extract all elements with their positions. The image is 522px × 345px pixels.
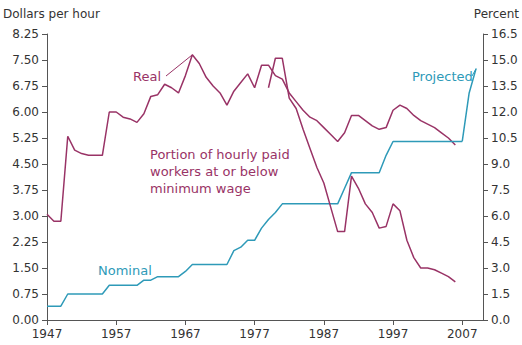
svg-text:7.50: 7.50 [12,53,39,67]
svg-text:Real: Real [133,69,161,84]
svg-text:1.5: 1.5 [491,287,510,301]
svg-text:Percent: Percent [474,7,519,21]
svg-text:1967: 1967 [170,327,201,341]
svg-text:1977: 1977 [239,327,270,341]
svg-text:2007: 2007 [447,327,478,341]
svg-text:2.25: 2.25 [12,235,39,249]
svg-text:0.0: 0.0 [491,313,510,327]
svg-text:5.25: 5.25 [12,131,39,145]
svg-text:3.0: 3.0 [491,261,510,275]
svg-text:0.00: 0.00 [12,313,39,327]
svg-text:16.5: 16.5 [491,27,518,41]
svg-text:Portion of hourly paid: Portion of hourly paid [150,147,294,162]
svg-text:Nominal: Nominal [98,263,152,278]
svg-text:10.5: 10.5 [491,131,518,145]
svg-text:4.50: 4.50 [12,157,39,171]
svg-text:6.0: 6.0 [491,209,510,223]
svg-text:Dollars per hour: Dollars per hour [3,7,100,21]
svg-text:3.00: 3.00 [12,209,39,223]
svg-text:4.5: 4.5 [491,235,510,249]
svg-text:13.5: 13.5 [491,79,518,93]
svg-text:6.75: 6.75 [12,79,39,93]
svg-text:minimum wage: minimum wage [150,181,251,196]
svg-text:workers at or below: workers at or below [150,164,282,179]
svg-text:1997: 1997 [378,327,409,341]
svg-text:Projected: Projected [412,69,473,84]
svg-text:1957: 1957 [101,327,132,341]
svg-text:8.25: 8.25 [12,27,39,41]
svg-text:1987: 1987 [309,327,340,341]
svg-text:7.5: 7.5 [491,183,510,197]
svg-text:6.00: 6.00 [12,105,39,119]
svg-text:15.0: 15.0 [491,53,518,67]
svg-text:1947: 1947 [32,327,63,341]
svg-text:0.75: 0.75 [12,287,39,301]
svg-text:1.50: 1.50 [12,261,39,275]
svg-text:9.0: 9.0 [491,157,510,171]
svg-text:12.0: 12.0 [491,105,518,119]
svg-text:3.75: 3.75 [12,183,39,197]
